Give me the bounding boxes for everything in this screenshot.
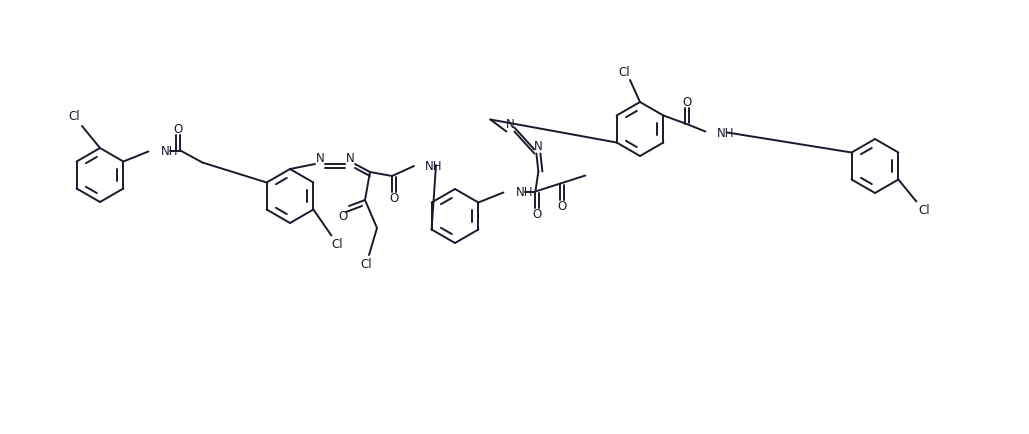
Text: N: N xyxy=(534,140,542,153)
Text: N: N xyxy=(506,118,514,131)
Text: NH: NH xyxy=(161,145,178,158)
Text: O: O xyxy=(683,96,693,109)
Text: Cl: Cl xyxy=(618,66,630,79)
Text: Cl: Cl xyxy=(331,237,344,250)
Text: N: N xyxy=(346,151,354,164)
Text: O: O xyxy=(533,207,542,220)
Text: NH: NH xyxy=(425,159,442,172)
Text: Cl: Cl xyxy=(360,257,371,270)
Text: N: N xyxy=(316,151,324,164)
Text: Cl: Cl xyxy=(919,204,930,217)
Text: O: O xyxy=(558,200,567,213)
Text: O: O xyxy=(339,210,348,223)
Text: NH: NH xyxy=(716,127,734,140)
Text: O: O xyxy=(389,192,398,205)
Text: O: O xyxy=(174,123,183,136)
Text: NH: NH xyxy=(516,186,533,198)
Text: Cl: Cl xyxy=(68,110,80,123)
